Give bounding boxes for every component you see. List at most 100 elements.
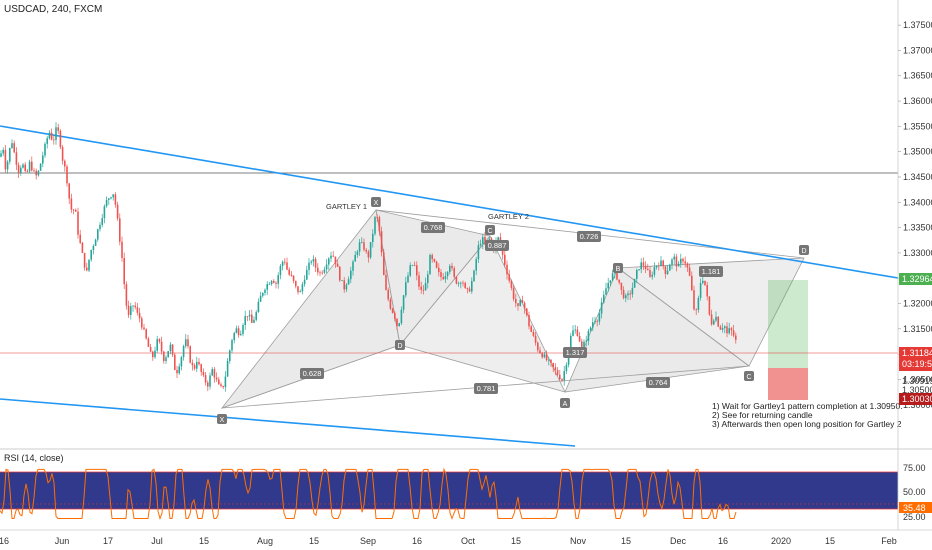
candle-body-331 xyxy=(330,255,332,259)
time-tick-17: Feb xyxy=(881,536,897,546)
candle-body-155 xyxy=(154,350,156,358)
candle-body-707 xyxy=(706,285,708,297)
candle-body-151 xyxy=(149,346,152,352)
candle-body-208 xyxy=(207,382,209,387)
candle-body-368 xyxy=(367,251,370,258)
candle-body-630 xyxy=(629,293,631,295)
candle-body-247 xyxy=(246,316,249,317)
candle-body-434 xyxy=(433,259,436,262)
candle-body-357 xyxy=(356,251,359,255)
candle-body-564 xyxy=(563,371,565,381)
time-axis[interactable]: 16 Jun 17 Jul 15 Aug 15 Sep 16 Oct 15 Nov 15 Dec 16 202… xyxy=(0,536,897,546)
rsi-tick-75: 75.00 xyxy=(903,463,926,473)
upper-trendline[interactable] xyxy=(0,125,899,279)
candle-body-445 xyxy=(444,276,447,280)
price-tick-15: 1.37500 xyxy=(903,20,932,30)
candle-body-379 xyxy=(378,217,381,232)
candle-body-725 xyxy=(724,326,726,329)
tag-stop-bg xyxy=(899,393,932,405)
candle-body-639 xyxy=(638,269,640,271)
candle-body-10 xyxy=(9,148,11,162)
candle-body-591 xyxy=(589,327,592,331)
candle-body-256 xyxy=(255,312,257,320)
price-tick-10: 1.35000 xyxy=(903,147,932,157)
candle-body-566 xyxy=(565,364,568,372)
candle-body-659 xyxy=(658,265,660,267)
candle-body-408 xyxy=(407,275,409,283)
long-position-profit-zone[interactable] xyxy=(768,280,808,368)
candle-body-483 xyxy=(482,237,484,244)
candle-body-27 xyxy=(26,170,29,172)
candle-body-49 xyxy=(48,132,51,139)
candle-body-718 xyxy=(717,316,719,327)
candle-body-228 xyxy=(226,361,229,377)
time-tick-8: 16 xyxy=(412,536,422,546)
svg-text:0.768: 0.768 xyxy=(424,223,443,232)
candle-body-19 xyxy=(17,164,20,173)
candle-body-716 xyxy=(715,316,717,321)
candle-body-252 xyxy=(251,314,253,323)
tag-current-bg xyxy=(899,347,932,371)
candle-body-135 xyxy=(134,305,136,308)
candle-body-245 xyxy=(244,316,246,326)
candle-body-223 xyxy=(222,385,224,388)
candle-body-509 xyxy=(508,274,510,281)
candle-body-547 xyxy=(545,354,548,361)
candle-body-536 xyxy=(534,335,537,343)
candle-body-401 xyxy=(400,309,403,324)
candle-body-459 xyxy=(457,283,460,284)
point-x-gartley-1: X xyxy=(217,414,227,424)
candle-body-703 xyxy=(702,280,704,284)
candle-body-243 xyxy=(242,325,244,334)
candle-body-239 xyxy=(237,328,240,336)
candle-body-637 xyxy=(636,269,638,279)
rsi-axis[interactable]: 75.00 50.00 25.00 35.48 xyxy=(899,463,932,522)
candle-body-709 xyxy=(708,296,711,315)
candle-body-133 xyxy=(132,305,134,307)
candle-body-665 xyxy=(664,266,667,275)
candle-body-159 xyxy=(158,339,161,342)
candle-body-643 xyxy=(642,262,645,266)
candle-body-410 xyxy=(409,265,411,276)
time-tick-9: Oct xyxy=(461,536,476,546)
candle-body-122 xyxy=(121,241,123,258)
candle-body-540 xyxy=(539,350,541,354)
candle-body-146 xyxy=(145,329,147,339)
price-tick-1: 1.30500 xyxy=(903,374,932,384)
candle-body-342 xyxy=(341,280,343,282)
note-line-1: 1) Wait for Gartley1 pattern completion … xyxy=(712,401,903,411)
candle-body-184 xyxy=(182,346,185,358)
candle-body-327 xyxy=(325,264,328,270)
candle-body-280 xyxy=(279,266,282,276)
candle-body-32 xyxy=(31,161,33,171)
symbol-title: USDCAD, 240, FXCM xyxy=(4,4,102,15)
candle-body-505 xyxy=(504,254,506,265)
lower-trendline[interactable] xyxy=(0,398,576,447)
svg-text:X: X xyxy=(374,200,379,207)
long-position-stop-zone[interactable] xyxy=(768,368,808,400)
candle-body-214 xyxy=(213,369,216,378)
candle-body-206 xyxy=(204,375,207,383)
candle-body-674 xyxy=(673,256,675,260)
candle-body-676 xyxy=(675,256,678,267)
candle-body-705 xyxy=(704,280,706,286)
candle-body-720 xyxy=(719,326,722,330)
candle-body-36 xyxy=(35,170,37,176)
candle-body-338 xyxy=(336,263,339,267)
svg-text:B: B xyxy=(616,266,621,273)
candle-body-588 xyxy=(587,330,590,341)
candle-body-692 xyxy=(691,275,693,291)
gartley-2-title: GARTLEY 2 xyxy=(488,212,529,221)
candle-body-137 xyxy=(136,307,139,313)
candle-body-210 xyxy=(209,375,211,387)
candle-body-21 xyxy=(20,167,22,173)
candle-body-67 xyxy=(66,166,68,184)
ratio-1317: 1.317 xyxy=(563,347,587,358)
candle-body-1 xyxy=(0,153,2,157)
candle-body-91 xyxy=(90,249,92,260)
candle-body-291 xyxy=(290,274,293,276)
candle-body-529 xyxy=(528,315,530,327)
candle-body-364 xyxy=(363,242,365,250)
candle-body-470 xyxy=(468,288,471,292)
